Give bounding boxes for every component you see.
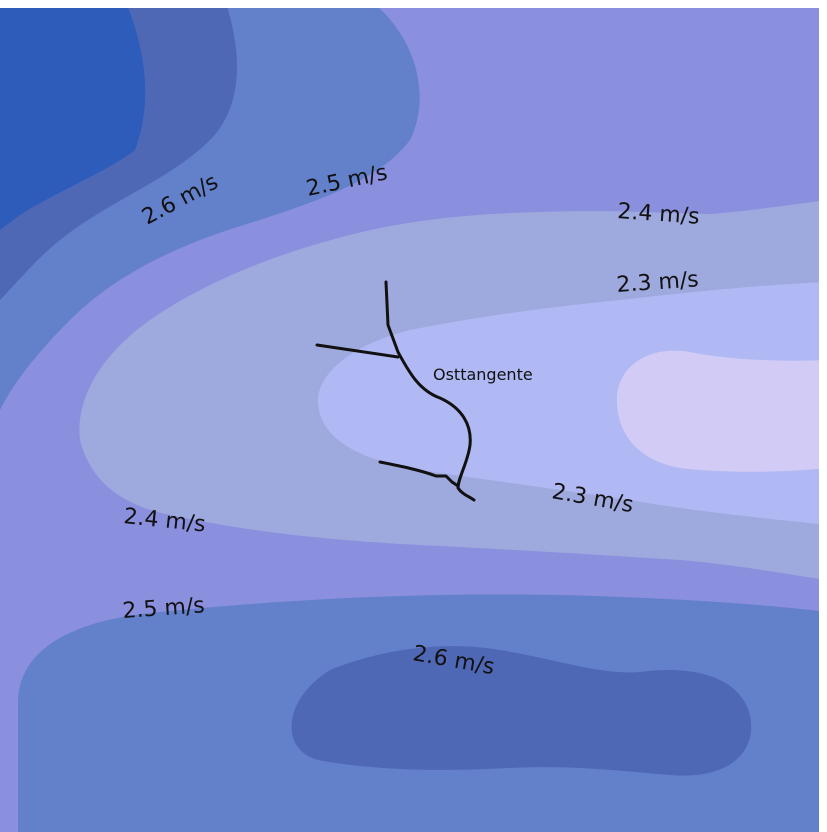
contour-label-2.3-right: 2.3 m/s	[616, 267, 700, 298]
frame-top	[0, 0, 827, 8]
road-label: Osttangente	[433, 365, 533, 384]
road-main-segment	[384, 280, 476, 502]
contour-label-2.5-left: 2.5 m/s	[122, 593, 206, 624]
road-osttangente	[315, 280, 476, 502]
road-branch-south	[378, 460, 460, 488]
frame-right	[819, 0, 827, 832]
contour-band-2.7-top-left	[0, 0, 146, 230]
road-branch-west	[315, 343, 400, 359]
contour-label-2.4-right: 2.4 m/s	[617, 199, 701, 230]
contour-band-2.1	[616, 350, 827, 472]
contour-band-2.6-bottom	[291, 646, 752, 776]
